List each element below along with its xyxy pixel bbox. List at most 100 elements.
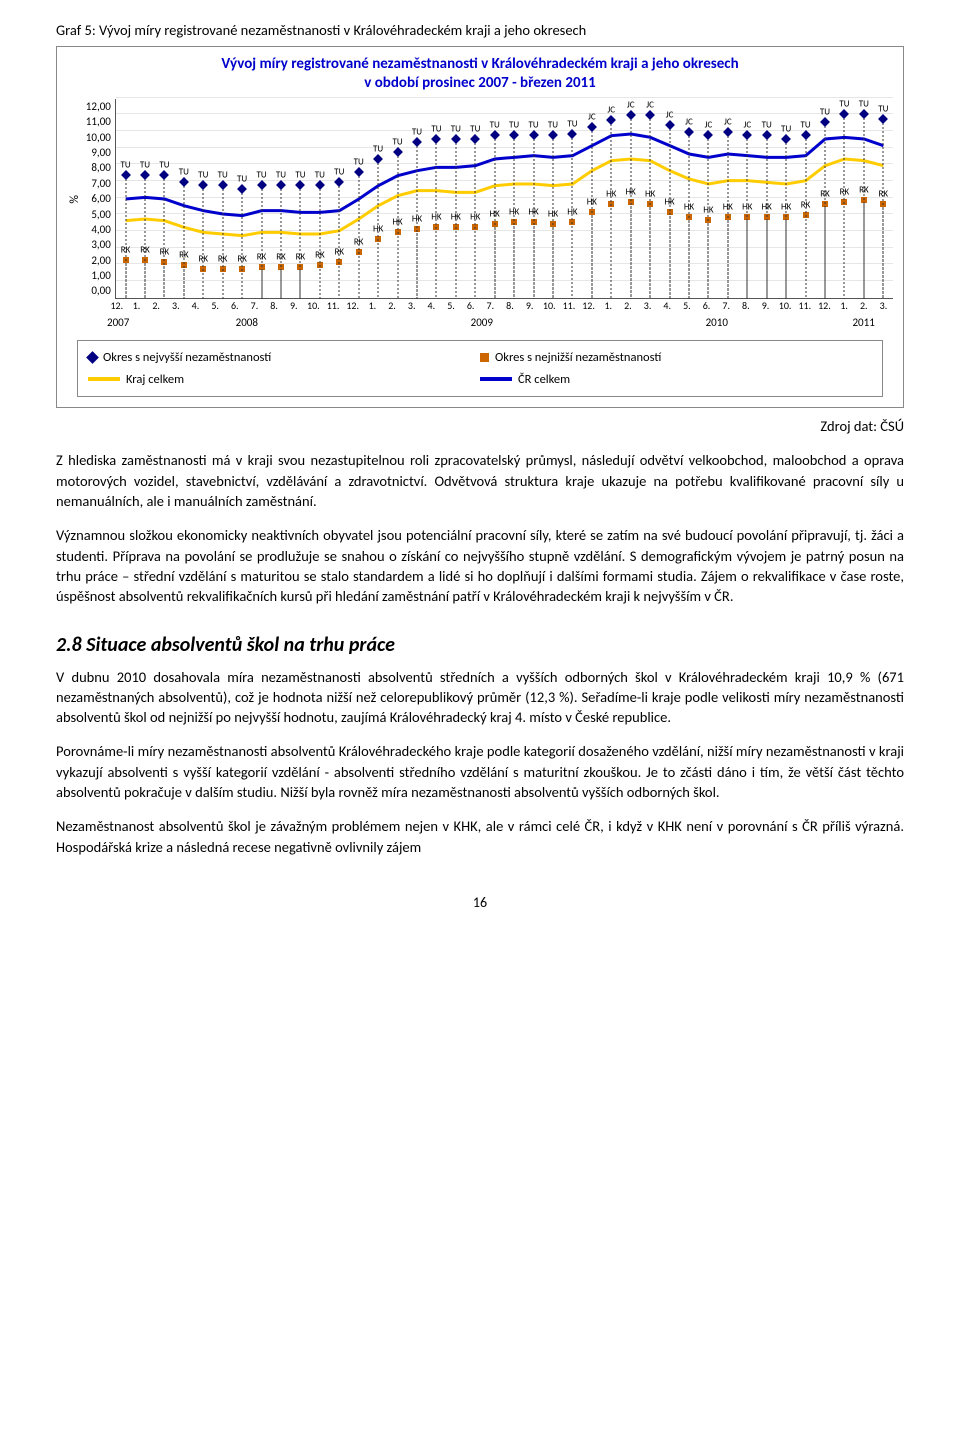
drop-line [863, 114, 864, 299]
drop-line [300, 185, 301, 298]
x-tick-label: 3. [874, 299, 894, 313]
x-tick-label: 4. [657, 299, 677, 313]
plot-area: RKRKRKRKRKRKRKRKRKRKRKRKRKHKHKHKHKHKHKHK… [115, 99, 893, 299]
x-tick-label: 9. [284, 299, 304, 313]
marker-label: TU [412, 127, 422, 140]
drop-line [222, 185, 223, 298]
drop-line [844, 114, 845, 299]
drop-line [572, 134, 573, 299]
drop-line [261, 185, 262, 298]
paragraph-3: V dubnu 2010 dosahovala míra nezaměstnan… [56, 667, 904, 728]
legend-label: ČR celkem [518, 371, 570, 389]
marker-label: TU [509, 120, 519, 133]
marker-label: TU [218, 170, 228, 183]
marker-label: TU [528, 120, 538, 133]
drop-line [144, 175, 145, 298]
plot-wrap: % 12,0011,0010,009,008,007,006,005,004,0… [67, 99, 893, 299]
drop-line [650, 115, 651, 298]
drop-line [125, 175, 126, 298]
chart-title: Vývoj míry registrované nezaměstnanosti … [67, 55, 893, 93]
marker-label: TU [140, 160, 150, 173]
y-tick-label: 1,00 [86, 268, 111, 283]
x-tick-label: 3. [402, 299, 422, 313]
x-tick-label: 1. [598, 299, 618, 313]
x-tick-label: 10. [304, 299, 324, 313]
drop-line [203, 185, 204, 298]
y-tick-label: 2,00 [86, 253, 111, 268]
drop-line [883, 119, 884, 299]
x-tick-label: 7. [716, 299, 736, 313]
drop-line [436, 139, 437, 299]
legend-item-kraj: Kraj celkem [88, 371, 480, 389]
drop-line [766, 135, 767, 298]
marker-label: TU [179, 167, 189, 180]
marker-label: TU [781, 123, 791, 136]
x-tick-label: 7. [245, 299, 265, 313]
x-tick-label: 6. [225, 299, 245, 313]
diamond-marker-icon [86, 352, 99, 365]
legend-item-high: Okres s nejvyšší nezaměstnaností [88, 349, 480, 367]
y-tick-label: 5,00 [86, 207, 111, 222]
drop-line [358, 172, 359, 299]
marker-label: TU [839, 98, 849, 111]
x-ticks: 12.1.2.3.4.5.6.7.8.9.10.11.12.1.2.3.4.5.… [107, 299, 893, 313]
x-year-label: 2009 [364, 315, 599, 330]
drop-line [494, 135, 495, 298]
series-line [116, 99, 893, 299]
marker-label: TU [859, 98, 869, 111]
drop-line [319, 185, 320, 298]
x-tick-label: 8. [736, 299, 756, 313]
drop-line [824, 122, 825, 299]
x-tick-label: 8. [264, 299, 284, 313]
marker-label: TU [490, 120, 500, 133]
x-tick-label: 12. [815, 299, 835, 313]
paragraph-1: Z hlediska zaměstnanosti má v kraji svou… [56, 450, 904, 511]
marker-label: TU [315, 170, 325, 183]
y-ticks: 12,0011,0010,009,008,007,006,005,004,003… [86, 99, 115, 299]
x-year-label: 2008 [129, 315, 364, 330]
drop-line [727, 132, 728, 299]
section-heading: 2.8 Situace absolventů škol na trhu prác… [56, 631, 904, 659]
drop-line [339, 182, 340, 299]
marker-label: TU [431, 123, 441, 136]
marker-label: JC [685, 117, 693, 130]
x-year-label: 2007 [107, 315, 129, 330]
marker-label: TU [373, 143, 383, 156]
drop-line [591, 127, 592, 299]
legend-label: Kraj celkem [126, 371, 184, 389]
x-tick-label: 6. [461, 299, 481, 313]
y-tick-label: 12,00 [86, 99, 111, 114]
drop-line [475, 139, 476, 299]
x-tick-label: 1. [834, 299, 854, 313]
marker-label: TU [256, 170, 266, 183]
marker-label: JC [607, 105, 615, 118]
drop-line [786, 139, 787, 299]
marker-label: JC [627, 100, 635, 113]
marker-label: JC [666, 110, 674, 123]
figure-caption: Graf 5: Vývoj míry registrované nezaměst… [56, 20, 904, 40]
marker-label: TU [451, 123, 461, 136]
drop-line [708, 135, 709, 298]
x-tick-label: 2. [618, 299, 638, 313]
drop-line [514, 135, 515, 298]
marker-label: TU [470, 123, 480, 136]
x-tick-label: 2. [854, 299, 874, 313]
page-number: 16 [56, 893, 904, 913]
legend-label: Okres s nejvyšší nezaměstnaností [103, 349, 271, 367]
drop-line [611, 120, 612, 298]
x-tick-label: 5. [441, 299, 461, 313]
x-tick-label: 3. [166, 299, 186, 313]
marker-label: JC [743, 120, 751, 133]
marker-label: TU [159, 160, 169, 173]
drop-line [552, 135, 553, 298]
marker-label: JC [724, 117, 732, 130]
drop-line [455, 139, 456, 299]
chart-title-line2: v období prosinec 2007 - březen 2011 [364, 74, 596, 92]
marker-label: JC [705, 120, 713, 133]
paragraph-2: Významnou složkou ekonomicky neaktivních… [56, 525, 904, 606]
y-tick-label: 10,00 [86, 130, 111, 145]
y-axis-label: % [67, 195, 84, 204]
drop-line [164, 175, 165, 298]
x-tick-label: 6. [697, 299, 717, 313]
drop-line [183, 182, 184, 299]
